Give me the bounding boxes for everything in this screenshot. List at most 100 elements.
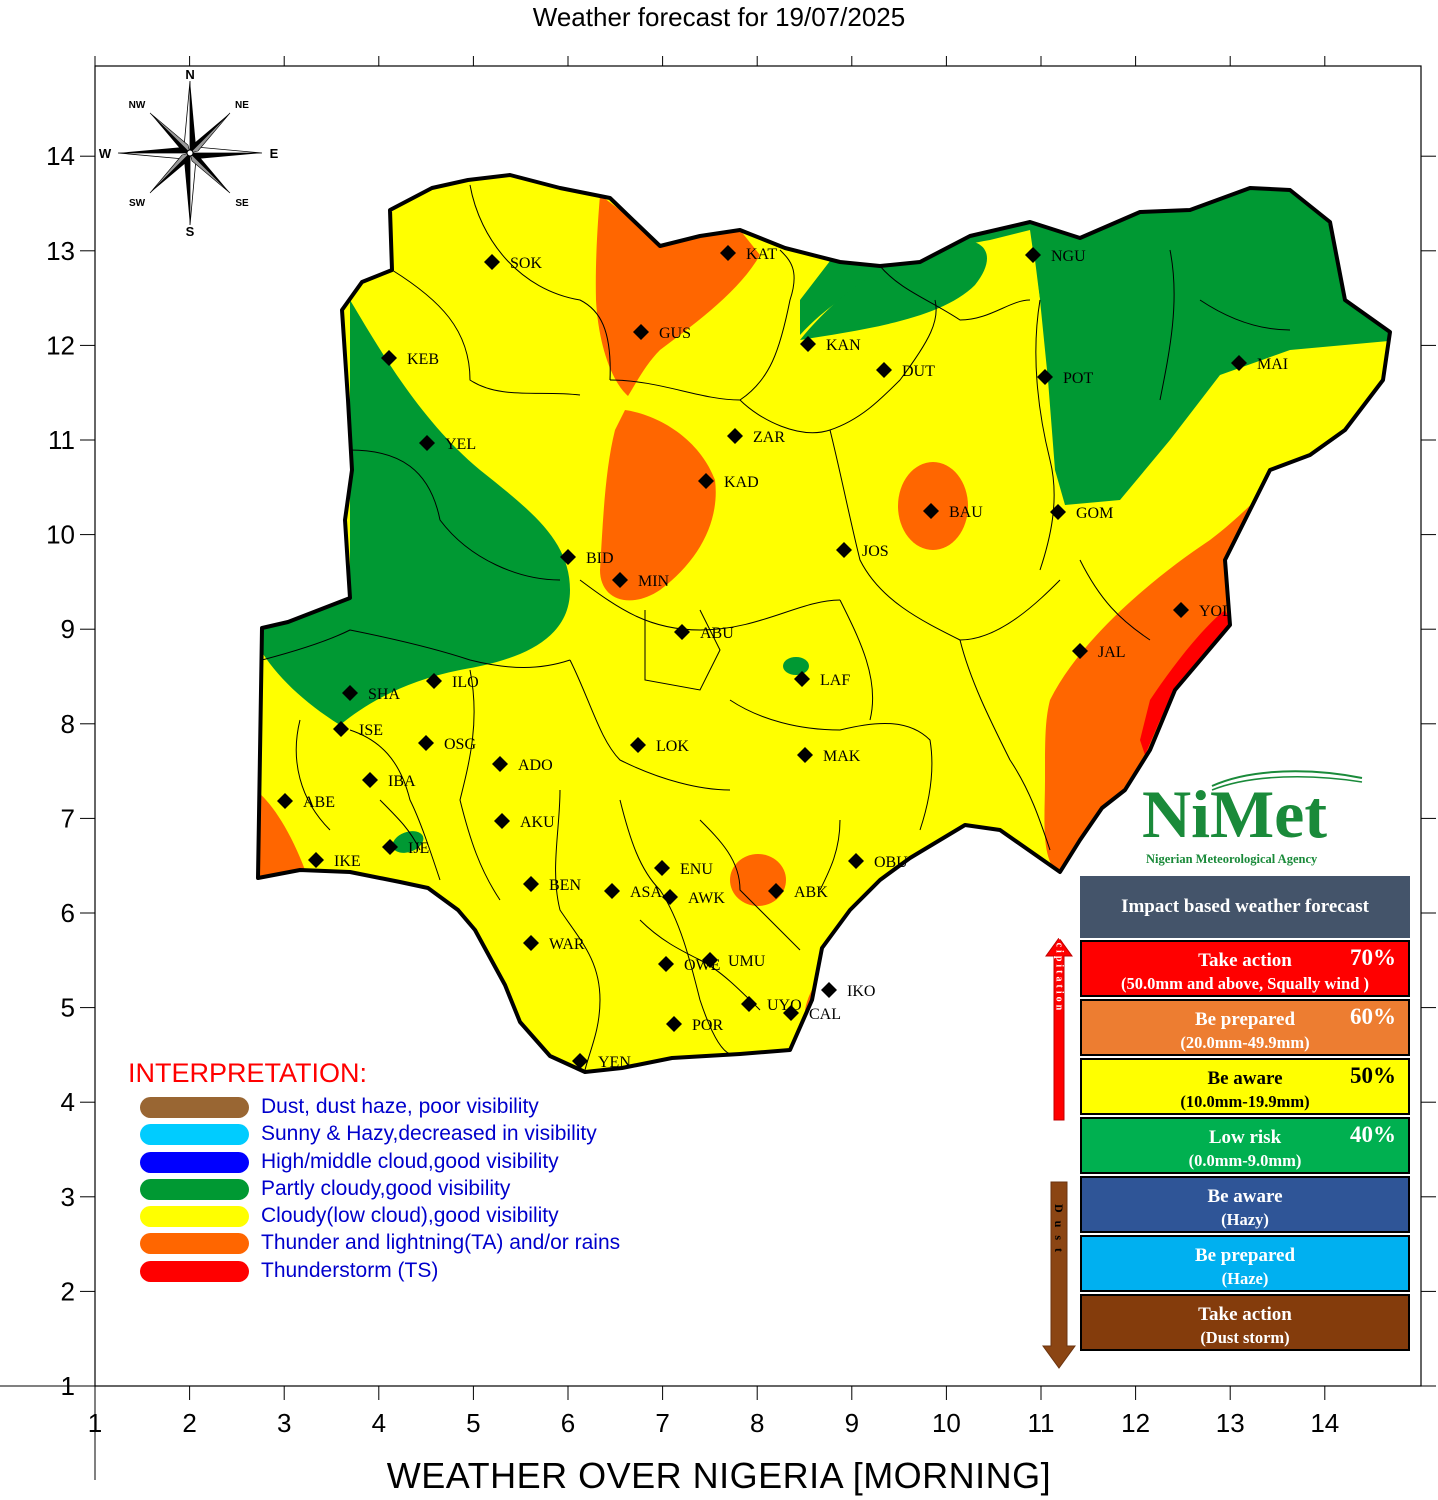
city-ado: ADO [492,756,553,774]
city-label: IKO [847,983,875,1000]
impact-level: Be prepared (Haze) [1080,1235,1410,1292]
city-marker-icon [382,839,398,855]
interpretation-title: INTERPRETATION: [128,1058,368,1088]
legend-item: Partly cloudy,good visibility [128,1177,728,1204]
green-zone-northeast [800,175,1390,505]
impact-level-label: Be prepared [1194,1009,1296,1030]
city-marker-icon [1050,504,1066,520]
city-umu: UMU [702,952,766,970]
impact-legend: Impact based weather forecast Take actio… [1080,876,1410,1351]
city-osg: OSG [418,735,476,753]
city-abk: ABK [768,883,828,901]
city-laf: LAF [794,671,850,689]
city-marker-icon [783,1005,799,1021]
city-owe: OWE [658,956,720,974]
impact-level-pct: 60% [1350,1004,1396,1029]
city-label: POT [1063,370,1093,387]
city-marker-icon [800,336,816,352]
legend-item: Dust, dust haze, poor visibility [128,1095,728,1122]
city-label: YEL [445,436,476,453]
city-dut: DUT [876,362,935,380]
city-label: ILO [452,674,479,691]
x-tick-label: 12 [1121,1408,1150,1438]
interpretation-legend: INTERPRETATION: Dust, dust haze, poor vi… [128,1058,728,1286]
city-marker-icon [727,428,743,444]
city-cal: CAL [783,1005,841,1023]
legend-item: Sunny & Hazy,decreased in visibility [128,1122,728,1149]
city-label: BID [586,550,614,567]
city-marker-icon [572,1053,588,1069]
city-abe: ABE [277,793,335,811]
legend-swatch [140,1260,249,1282]
city-label: ADO [518,757,553,774]
city-marker-icon [1072,643,1088,659]
city-label: WAR [549,936,585,953]
impact-level-detail: (20.0mm-49.9mm) [1180,1033,1310,1052]
impact-level-detail: (Hazy) [1221,1210,1269,1229]
impact-level-label: Take action [1198,1304,1292,1325]
x-tick-label: 7 [655,1408,669,1438]
city-obu: OBU [848,853,908,871]
city-marker-icon [876,362,892,378]
city-asa: ASA [604,883,662,901]
city-marker-icon [381,350,397,366]
city-iko: IKO [821,982,875,1000]
city-mak: MAK [797,747,861,765]
city-label: BEN [549,877,581,894]
orange-zone-gusau [595,195,760,396]
city-marker-icon [1231,355,1247,371]
city-label: BAU [949,504,983,521]
city-label: SHA [368,686,400,703]
legend-label: High/middle cloud,good visibility [261,1149,559,1173]
impact-level-pct: 50% [1350,1063,1396,1088]
city-label: UMU [728,953,766,970]
x-tick-label: 6 [561,1408,575,1438]
legend-label: Dust, dust haze, poor visibility [261,1095,539,1118]
impact-level: Be aware (Hazy) [1080,1176,1410,1233]
city-label: MAK [823,748,861,765]
city-label: ASA [630,884,662,901]
y-tick-label: 9 [61,614,75,644]
city-marker-icon [658,956,674,972]
impact-level-detail: (50.0mm and above, Squally wind ) [1120,974,1369,993]
compass-se: SE [235,198,249,209]
legend-swatch [140,1097,249,1118]
logo-subtitle: Nigerian Meteorological Agency [1146,852,1318,866]
city-marker-icon [308,852,324,868]
green-patch-ijebu [392,831,424,853]
city-label: GOM [1076,505,1113,522]
city-label: JAL [1098,644,1126,661]
city-kat: KAT [720,245,777,263]
city-marker-icon [702,952,718,968]
x-tick-label: 3 [277,1408,291,1438]
city-marker-icon [419,435,435,451]
orange-zone-kaduna [600,410,716,601]
city-marker-icon [1173,602,1189,618]
nigeria-border [256,173,1392,1074]
legend-label: Thunderstorm (TS) [261,1258,439,1282]
x-tick-label: 4 [372,1408,386,1438]
compass-e: E [270,146,279,161]
logo-swoosh-icon [1211,770,1363,791]
city-marker-icon [492,756,508,772]
x-tick-label: 9 [845,1408,859,1438]
city-yel: YEL [419,435,476,453]
city-label: KAD [724,474,759,491]
city-sha: SHA [342,685,400,703]
legend-label: Cloudy(low cloud),good visibility [261,1204,559,1228]
green-zone-west [258,300,570,725]
city-label: KEB [407,351,439,368]
impact-legend-title: Impact based weather forecast [1080,876,1410,938]
city-marker-icon [848,853,864,869]
city-iba: IBA [362,772,416,790]
city-marker-icon [674,624,690,640]
y-tick-label: 13 [46,236,75,266]
state-boundaries [261,184,1291,1071]
yellow-notch-ngu [990,249,1040,300]
green-patch-lafia [783,657,809,675]
city-marker-icon [821,982,837,998]
city-bid: BID [560,549,614,567]
city-marker-icon [342,685,358,701]
city-bau: BAU [923,503,983,521]
